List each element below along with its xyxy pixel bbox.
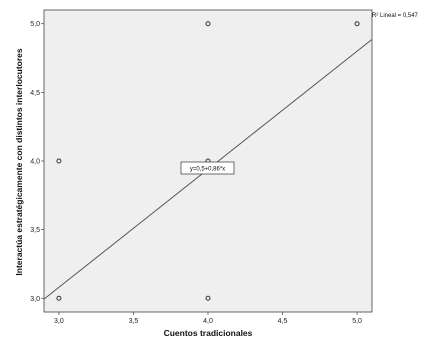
scatter-point <box>354 21 360 27</box>
x-tick-label: 4,5 <box>278 318 288 325</box>
x-axis-title: Cuentos tradicionales <box>164 328 253 338</box>
y-tick-label: 4,5 <box>30 90 40 97</box>
plot-area <box>43 9 373 313</box>
r2-label: R² Lineal = 0,547 <box>372 13 419 19</box>
equation-label-box: y=0,5+0,86*x <box>180 161 235 175</box>
scatter-point <box>56 158 62 164</box>
x-tick-label: 5,0 <box>352 318 362 325</box>
scatter-point <box>56 295 62 301</box>
x-tick-label: 3,0 <box>54 318 64 325</box>
scatter-point <box>205 21 211 27</box>
scatter-point <box>205 295 211 301</box>
y-tick-label: 5,0 <box>30 21 40 28</box>
y-axis-title: Interactúa estratégicamente con distinto… <box>14 48 24 275</box>
x-axis-ticks: 3,0 3,5 4,0 4,5 5,0 <box>54 312 362 325</box>
x-tick-label: 3,5 <box>129 318 139 325</box>
equation-label: y=0,5+0,86*x <box>190 167 225 173</box>
y-tick-label: 3,5 <box>30 227 40 234</box>
y-tick-label: 4,0 <box>30 159 40 166</box>
x-tick-label: 4,0 <box>203 318 213 325</box>
y-tick-label: 3,0 <box>30 296 40 303</box>
y-axis-ticks: 3,0 3,5 4,0 4,5 5,0 <box>30 21 44 303</box>
